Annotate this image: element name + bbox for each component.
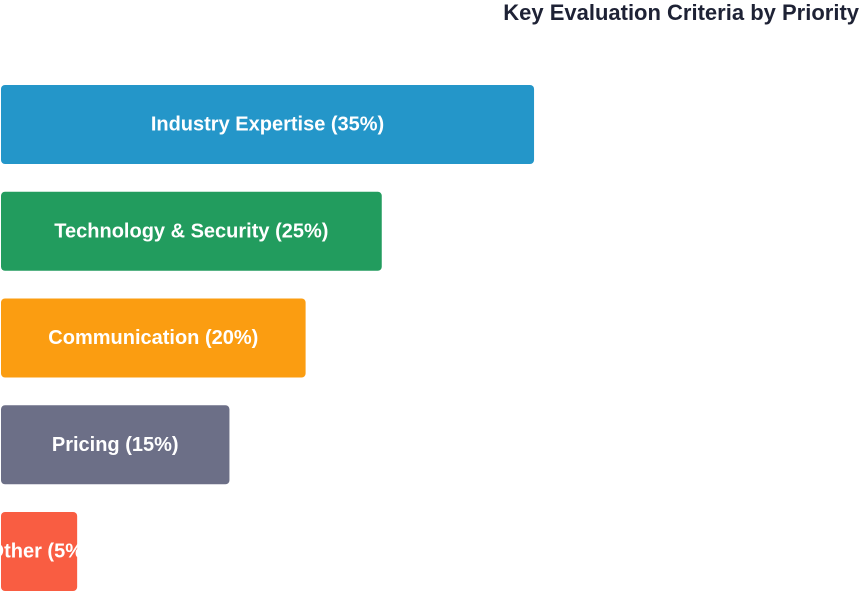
bar-2: [1, 191, 382, 271]
bar-3: [1, 298, 306, 378]
bar-4: [1, 405, 230, 485]
chart-title: Key Evaluation Criteria by Priority: [503, 0, 859, 25]
bar-label-3: Communication (20%): [48, 327, 258, 349]
bar-label-4: Pricing (15%): [52, 434, 179, 456]
bar-label-5: Other (5%): [0, 541, 90, 563]
bar-label-2: Technology & Security (25%): [54, 220, 328, 242]
bar-1: [1, 85, 535, 164]
bar-5: [1, 512, 78, 591]
bar-label-1: Industry Expertise (35%): [151, 114, 384, 136]
